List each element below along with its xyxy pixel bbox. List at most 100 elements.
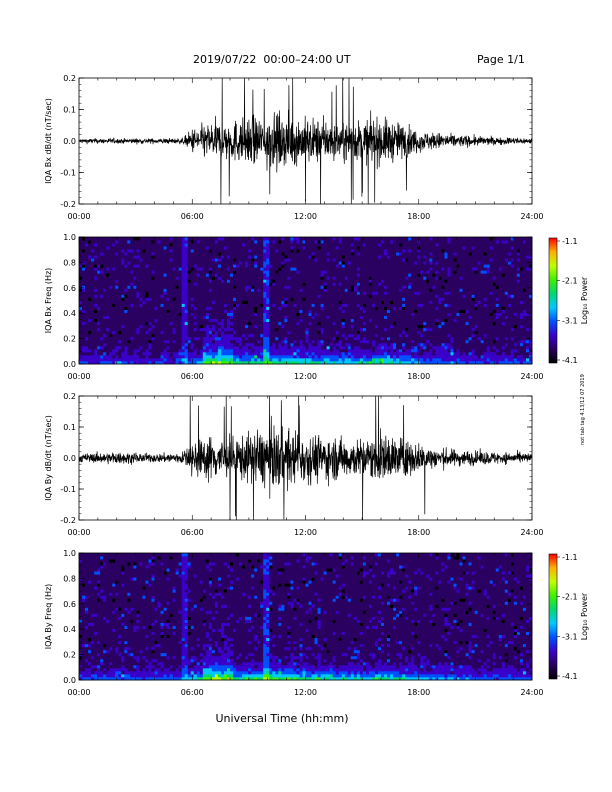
heatmap-cell — [157, 279, 161, 283]
heatmap-cell — [208, 240, 213, 244]
heatmap-cell — [85, 360, 89, 365]
heatmap-cell — [245, 294, 249, 298]
heatmap-cell — [305, 333, 309, 338]
heatmap-cell — [136, 297, 140, 301]
heatmap-cell — [335, 270, 340, 274]
heatmap-cell — [293, 273, 297, 277]
heatmap-cell — [353, 354, 358, 359]
heatmap-cell — [88, 354, 92, 359]
heatmap-cell — [377, 261, 382, 265]
heatmap-cell — [175, 291, 180, 295]
heatmap-cell — [299, 339, 303, 344]
heatmap-cell — [393, 267, 397, 271]
heatmap-cell — [142, 333, 146, 338]
heatmap-cell — [82, 291, 86, 295]
heatmap-cell — [211, 273, 216, 277]
heatmap-cell — [299, 300, 303, 304]
heatmap-cell — [196, 246, 201, 250]
heatmap-cell — [371, 354, 376, 359]
heatmap-cell — [384, 258, 388, 262]
heatmap-cell — [208, 249, 213, 253]
heatmap-cell — [220, 291, 225, 295]
heatmap-cell — [112, 240, 116, 244]
heatmap-cell — [251, 306, 255, 310]
heatmap-cell — [230, 336, 234, 341]
heatmap-cell — [374, 357, 379, 362]
heatmap-cell — [326, 339, 331, 344]
heatmap-cell — [133, 252, 137, 256]
heatmap-cell — [272, 258, 276, 262]
heatmap-cell — [308, 312, 312, 317]
heatmap-cell — [208, 357, 213, 362]
heatmap-cell — [254, 258, 258, 262]
heatmap-cell — [112, 276, 116, 280]
heatmap-cell — [187, 261, 192, 265]
heatmap-cell — [127, 279, 131, 283]
heatmap-cell — [399, 348, 403, 353]
heatmap-cell — [420, 327, 424, 332]
heatmap-cell — [103, 288, 107, 292]
heatmap-cell — [121, 306, 125, 310]
heatmap-cell — [85, 348, 89, 353]
heatmap-cell — [338, 261, 343, 265]
heatmap-cell — [103, 303, 107, 307]
heatmap-cell — [263, 267, 267, 271]
heatmap-cell — [245, 255, 249, 259]
heatmap-cell — [169, 297, 174, 301]
heatmap-cell — [118, 240, 122, 244]
heatmap-cell — [350, 249, 355, 253]
heatmap-cell — [202, 270, 207, 274]
heatmap-cell — [145, 336, 149, 341]
heatmap-cell — [260, 276, 264, 280]
heatmap-cell — [356, 318, 361, 323]
heatmap-cell — [257, 240, 261, 244]
heatmap-cell — [82, 303, 86, 307]
heatmap-cell — [115, 279, 119, 283]
heatmap-cell — [79, 258, 83, 262]
heatmap-cell — [163, 249, 167, 253]
heatmap-cell — [148, 237, 152, 241]
heatmap-cell — [245, 318, 249, 323]
heatmap-cell — [275, 258, 279, 262]
heatmap-cell — [148, 318, 152, 323]
heatmap-cell — [139, 297, 143, 301]
heatmap-cell — [85, 285, 89, 289]
heatmap-cell — [390, 252, 394, 256]
heatmap-cell — [411, 351, 415, 356]
heatmap-cell — [127, 261, 131, 265]
heatmap-cell — [242, 351, 246, 356]
heatmap-cell — [368, 309, 373, 313]
heatmap-cell — [396, 249, 400, 253]
heatmap-cell — [323, 255, 328, 259]
heatmap-cell — [245, 240, 249, 244]
heatmap-cell — [377, 309, 382, 313]
heatmap-cell — [405, 285, 409, 289]
heatmap-cell — [142, 336, 146, 341]
heatmap-cell — [332, 267, 337, 271]
heatmap-cell — [151, 330, 155, 335]
heatmap-cell — [184, 324, 189, 329]
heatmap-cell — [175, 321, 180, 326]
heatmap-cell — [157, 294, 161, 298]
heatmap-cell — [118, 300, 122, 304]
heatmap-cell — [281, 291, 285, 295]
heatmap-cell — [335, 309, 340, 313]
heatmap-cell — [381, 270, 385, 274]
heatmap-cell — [208, 267, 213, 271]
heatmap-cell — [154, 345, 158, 350]
heatmap-cell — [220, 330, 225, 335]
heatmap-cell — [248, 324, 252, 329]
heatmap-cell — [408, 246, 412, 250]
heatmap-cell — [269, 297, 273, 301]
heatmap-cell — [163, 345, 167, 350]
heatmap-cell — [208, 264, 213, 268]
heatmap-cell — [172, 312, 177, 317]
heatmap-cell — [381, 237, 385, 241]
heatmap-cell — [127, 345, 131, 350]
heatmap-cell — [284, 315, 288, 320]
heatmap-cell — [326, 327, 331, 332]
heatmap-cell — [94, 279, 98, 283]
heatmap-cell — [163, 354, 167, 359]
heatmap-cell — [251, 297, 255, 301]
heatmap-cell — [160, 321, 164, 326]
